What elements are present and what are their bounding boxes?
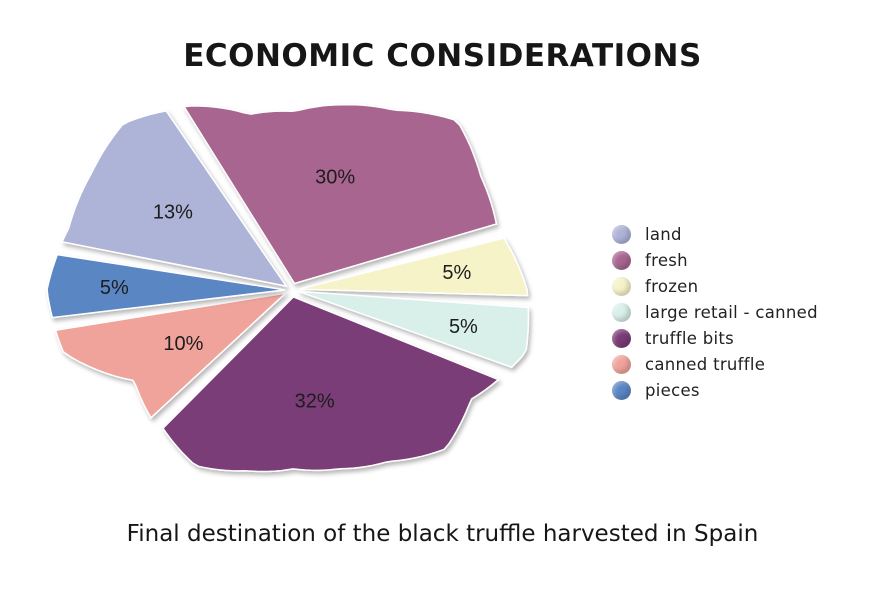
pie-slice-frozen bbox=[298, 237, 529, 297]
legend-swatch bbox=[612, 276, 631, 296]
pie-slice-truffle-bits bbox=[162, 296, 500, 473]
pie-value-label: 30% bbox=[315, 166, 355, 188]
legend-item: large retail - canned bbox=[612, 299, 818, 325]
legend-label: canned truffle bbox=[645, 354, 766, 374]
pie-slice-fresh bbox=[182, 103, 498, 285]
legend-label: pieces bbox=[645, 380, 700, 400]
pie-value-label: 5% bbox=[100, 277, 129, 299]
legend-swatch bbox=[612, 328, 631, 348]
legend-item: pieces bbox=[612, 377, 818, 403]
pie-value-label: 32% bbox=[295, 391, 335, 413]
legend-swatch bbox=[612, 302, 631, 322]
legend-swatch bbox=[612, 224, 631, 244]
legend-swatch bbox=[612, 250, 631, 270]
chart-legend: land fresh frozen large retail - canned truf… bbox=[612, 221, 818, 403]
legend-swatch bbox=[612, 380, 631, 400]
pie-slice-canned-truffle bbox=[54, 291, 289, 419]
pie-value-label: 5% bbox=[442, 262, 471, 284]
pie-value-label: 5% bbox=[449, 316, 478, 338]
pie-slice-large-retail-canned bbox=[298, 290, 530, 369]
legend-item: truffle bits bbox=[612, 325, 818, 351]
legend-swatch bbox=[612, 354, 631, 374]
pie-slice-pieces bbox=[46, 253, 286, 319]
pie-slice-land bbox=[61, 110, 288, 288]
legend-item: land bbox=[612, 221, 818, 247]
pie-slices bbox=[46, 103, 530, 473]
legend-item: fresh bbox=[612, 247, 818, 273]
pie-value-label: 10% bbox=[163, 333, 203, 355]
legend-item: frozen bbox=[612, 273, 818, 299]
chart-subtitle: Final destination of the black truffle h… bbox=[126, 521, 759, 547]
legend-label: fresh bbox=[645, 250, 688, 270]
legend-label: truffle bits bbox=[645, 328, 735, 348]
pie-value-labels: 13% 30% 5% 5% 32% 10% 5% bbox=[100, 166, 478, 412]
pie-value-label: 13% bbox=[153, 202, 193, 224]
legend-label: land bbox=[645, 224, 682, 244]
legend-label: large retail - canned bbox=[645, 302, 818, 322]
chart-title: ECONOMIC CONSIDERATIONS bbox=[183, 38, 702, 74]
legend-item: canned truffle bbox=[612, 351, 818, 377]
legend-label: frozen bbox=[645, 276, 699, 296]
